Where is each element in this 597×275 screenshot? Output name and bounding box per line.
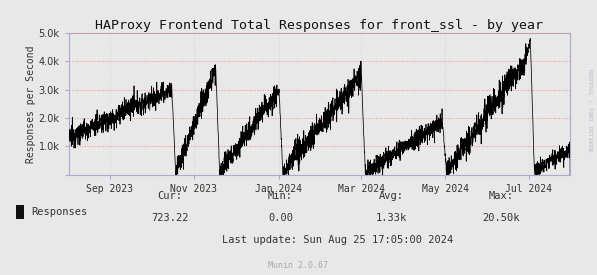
- Text: 0.00: 0.00: [268, 213, 293, 223]
- Text: Avg:: Avg:: [378, 191, 404, 201]
- Text: Max:: Max:: [489, 191, 514, 201]
- Text: Min:: Min:: [268, 191, 293, 201]
- Text: 723.22: 723.22: [152, 213, 189, 223]
- Text: 1.33k: 1.33k: [376, 213, 407, 223]
- Title: HAProxy Frontend Total Responses for front_ssl - by year: HAProxy Frontend Total Responses for fro…: [96, 19, 543, 32]
- Text: Last update: Sun Aug 25 17:05:00 2024: Last update: Sun Aug 25 17:05:00 2024: [221, 235, 453, 245]
- Y-axis label: Responses per Second: Responses per Second: [26, 45, 36, 163]
- Text: RRDTOOL / TOBI OETIKER: RRDTOOL / TOBI OETIKER: [587, 69, 592, 151]
- Text: 20.50k: 20.50k: [483, 213, 520, 223]
- Text: Munin 2.0.67: Munin 2.0.67: [269, 261, 328, 270]
- Text: Responses: Responses: [31, 207, 87, 217]
- Text: Cur:: Cur:: [158, 191, 183, 201]
